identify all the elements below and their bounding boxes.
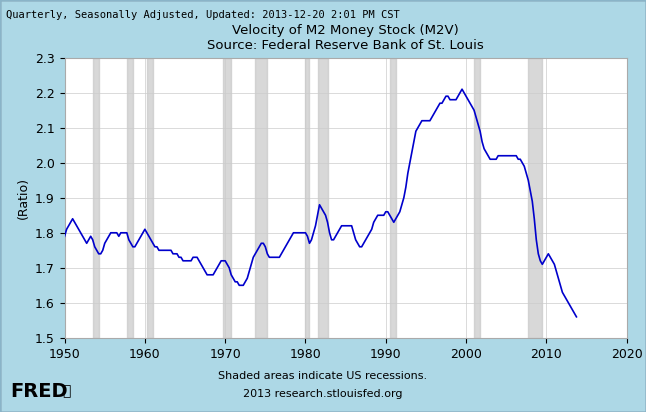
Bar bbox=[147, 58, 153, 338]
Title: Velocity of M2 Money Stock (M2V)
Source: Federal Reserve Bank of St. Louis: Velocity of M2 Money Stock (M2V) Source:… bbox=[207, 24, 484, 52]
Bar bbox=[127, 58, 133, 338]
Bar bbox=[474, 58, 480, 338]
Bar bbox=[528, 58, 542, 338]
Text: FRED: FRED bbox=[10, 382, 68, 401]
Text: Quarterly, Seasonally Adjusted, Updated: 2013-12-20 2:01 PM CST: Quarterly, Seasonally Adjusted, Updated:… bbox=[6, 10, 401, 20]
Text: Shaded areas indicate US recessions.: Shaded areas indicate US recessions. bbox=[218, 371, 428, 381]
Text: 2013 research.stlouisfed.org: 2013 research.stlouisfed.org bbox=[244, 389, 402, 399]
Bar bbox=[92, 58, 99, 338]
Bar bbox=[223, 58, 231, 338]
Bar bbox=[390, 58, 396, 338]
Bar bbox=[306, 58, 309, 338]
Text: 📈: 📈 bbox=[62, 384, 70, 398]
Bar bbox=[255, 58, 267, 338]
Bar bbox=[317, 58, 328, 338]
Y-axis label: (Ratio): (Ratio) bbox=[16, 177, 30, 219]
